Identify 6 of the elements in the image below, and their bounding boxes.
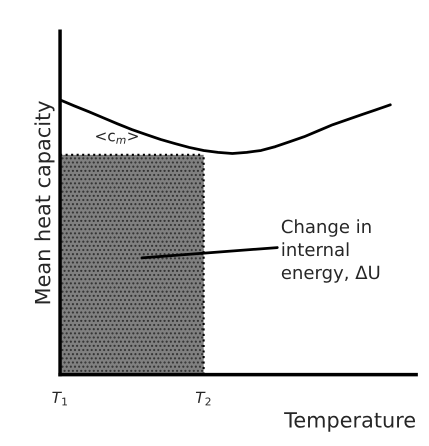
y-axis-title: Mean heat capacity: [34, 101, 55, 304]
x-tick-label: T$_{2}$: [196, 392, 210, 406]
annotation: Change in internal energy, ΔU: [282, 219, 380, 283]
x-tick-label: T$_{1}$: [52, 392, 67, 406]
annotation: <c$_{m}$>: [96, 132, 138, 144]
x-axis-title: Temperature: [284, 412, 416, 432]
